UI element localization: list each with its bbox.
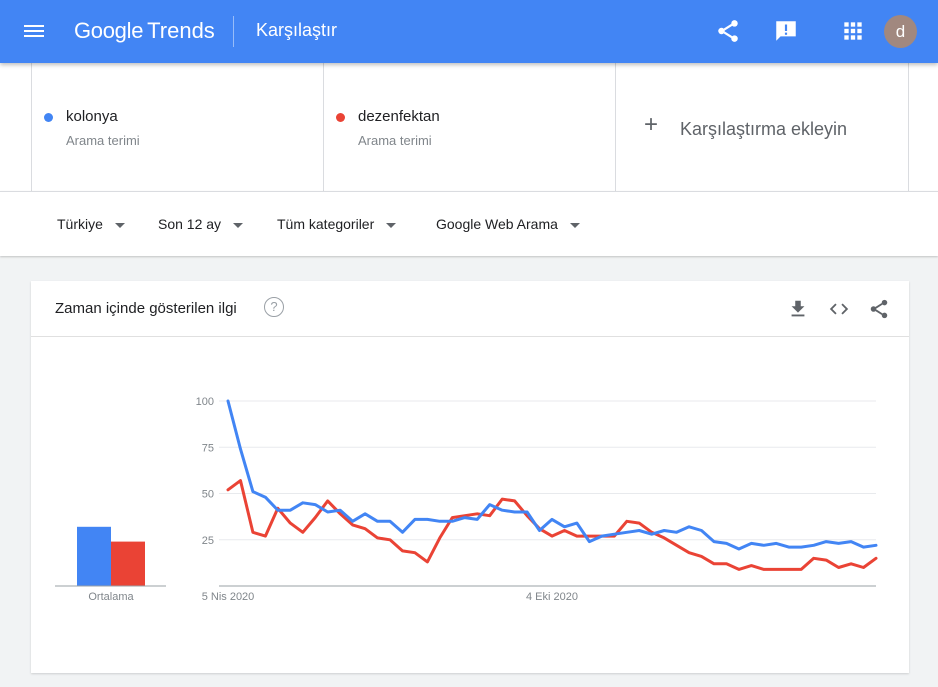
average-label: Ortalama bbox=[88, 591, 134, 603]
term-type: Arama terimi bbox=[66, 133, 140, 148]
series-color-dot bbox=[336, 113, 345, 122]
y-tick-label: 100 bbox=[196, 396, 214, 408]
menu-icon[interactable] bbox=[22, 22, 46, 42]
page-title: Karşılaştır bbox=[256, 20, 338, 40]
term-name: kolonya bbox=[66, 108, 118, 125]
top-app-bar: Google Trends Karşılaştır d bbox=[0, 0, 938, 63]
apps-icon[interactable] bbox=[840, 18, 866, 44]
y-tick-label: 75 bbox=[202, 442, 214, 454]
average-bar bbox=[77, 526, 111, 586]
category-value: Tüm kategoriler bbox=[277, 216, 375, 232]
header-divider bbox=[233, 16, 234, 47]
term-card-dezenfektan[interactable]: dezenfektan Arama terimi bbox=[323, 63, 615, 191]
share-icon[interactable] bbox=[868, 298, 890, 320]
card-header: Zaman içinde gösterilen ilgi ? bbox=[31, 281, 909, 337]
card-title: Zaman içinde gösterilen ilgi bbox=[55, 300, 237, 317]
series-line-kolonya bbox=[226, 399, 878, 551]
caret-down-icon bbox=[233, 222, 244, 228]
time-range-value: Son 12 ay bbox=[158, 216, 222, 232]
interest-over-time-card: Zaman içinde gösterilen ilgi ? 100 75 50 25… bbox=[31, 281, 909, 673]
add-comparison-label: Karşılaştırma ekleyin bbox=[680, 119, 848, 139]
average-bar bbox=[111, 541, 145, 586]
caret-down-icon bbox=[569, 222, 580, 228]
caret-down-icon bbox=[386, 222, 397, 228]
help-icon[interactable]: ? bbox=[264, 297, 284, 317]
series-color-dot bbox=[44, 113, 53, 122]
embed-icon[interactable] bbox=[828, 298, 850, 320]
chart-series bbox=[226, 399, 878, 571]
category-dropdown[interactable]: Tüm kategoriler bbox=[277, 216, 397, 232]
logo-google-text: Google bbox=[74, 18, 144, 43]
caret-down-icon bbox=[114, 222, 125, 228]
region-dropdown[interactable]: Türkiye bbox=[57, 216, 125, 232]
google-trends-logo[interactable]: Google Trends bbox=[74, 18, 215, 46]
avatar[interactable]: d bbox=[884, 15, 917, 48]
term-name: dezenfektan bbox=[358, 108, 440, 125]
time-range-dropdown[interactable]: Son 12 ay bbox=[158, 216, 244, 232]
add-comparison-button[interactable]: + Karşılaştırma ekleyin bbox=[615, 63, 909, 191]
plus-icon: + bbox=[644, 111, 659, 138]
search-type-dropdown[interactable]: Google Web Arama bbox=[436, 216, 580, 232]
x-axis-ticks: 5 Nis 2020 4 Eki 2020 bbox=[202, 591, 578, 603]
filter-bar: Türkiye Son 12 ay Tüm kategoriler Google… bbox=[0, 191, 938, 256]
y-tick-label: 25 bbox=[202, 535, 214, 547]
comparison-terms: kolonya Arama terimi dezenfektan Arama t… bbox=[0, 63, 938, 191]
term-type: Arama terimi bbox=[358, 133, 432, 148]
y-tick-label: 50 bbox=[202, 489, 214, 501]
logo-trends-text: Trends bbox=[147, 18, 215, 43]
region-value: Türkiye bbox=[57, 216, 103, 232]
share-icon[interactable] bbox=[715, 18, 741, 44]
interest-chart: 100 75 50 25 Ortalama 5 Nis 2020 4 Eki 2020 bbox=[55, 396, 878, 603]
feedback-icon[interactable] bbox=[773, 18, 799, 44]
chart-grid: 100 75 50 25 bbox=[196, 396, 876, 587]
term-card-kolonya[interactable]: kolonya Arama terimi bbox=[31, 63, 323, 191]
search-type-value: Google Web Arama bbox=[436, 216, 558, 232]
x-tick-label: 4 Eki 2020 bbox=[526, 591, 578, 603]
download-icon[interactable] bbox=[787, 298, 809, 320]
x-tick-label: 5 Nis 2020 bbox=[202, 591, 255, 603]
average-bars: Ortalama bbox=[55, 526, 166, 603]
